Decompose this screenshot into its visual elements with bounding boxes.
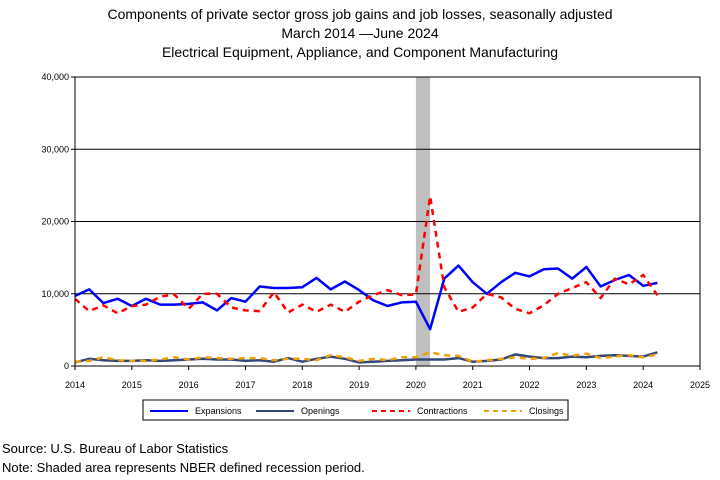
y-tick-label: 0 <box>64 361 69 371</box>
x-tick-label: 2014 <box>65 380 85 390</box>
x-tick-label: 2025 <box>690 380 710 390</box>
source-note: Source: U.S. Bureau of Labor Statistics <box>2 441 229 456</box>
legend-label-expansions: Expansions <box>195 406 242 416</box>
y-tick-label: 10,000 <box>41 289 69 299</box>
x-tick-label: 2020 <box>406 380 426 390</box>
x-tick-label: 2017 <box>235 380 255 390</box>
line-chart: 0 10,000 20,000 30,000 40,000 2014 2015 2016 201… <box>41 72 710 421</box>
y-tick-label: 30,000 <box>41 144 69 154</box>
chart-subtitle: March 2014 —June 2024 <box>281 25 439 41</box>
series-line-expansions <box>74 264 658 331</box>
x-tick-label: 2021 <box>463 380 483 390</box>
chart-title: Components of private sector gross job g… <box>107 6 613 22</box>
industry-title: Electrical Equipment, Appliance, and Com… <box>161 44 559 60</box>
legend-label-openings: Openings <box>301 406 340 416</box>
legend-box <box>142 399 569 421</box>
recession-note: Note: Shaded area represents NBER define… <box>2 460 365 475</box>
series-line-contractions <box>74 194 659 315</box>
x-tick-label: 2018 <box>292 380 312 390</box>
series-line-openings <box>74 351 658 364</box>
x-tick-label: 2024 <box>633 380 653 390</box>
y-tick-label: 40,000 <box>41 72 69 82</box>
x-tick-label: 2019 <box>349 380 369 390</box>
x-tick-label: 2015 <box>122 380 142 390</box>
legend-label-contractions: Contractions <box>417 406 468 416</box>
x-tick-label: 2022 <box>520 380 540 390</box>
plot-frame <box>74 76 701 367</box>
y-tick-label: 20,000 <box>41 217 69 227</box>
x-tick-label: 2016 <box>179 380 199 390</box>
x-tick-label: 2023 <box>576 380 596 390</box>
legend-label-closings: Closings <box>529 406 564 416</box>
